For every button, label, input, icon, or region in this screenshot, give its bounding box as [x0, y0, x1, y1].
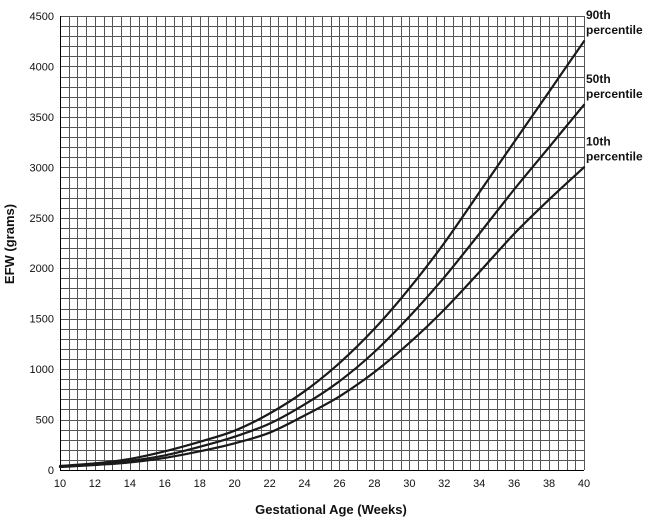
x-tick-label: 20 [229, 478, 241, 490]
y-axis-title: EFW (grams) [2, 204, 17, 284]
y-tick-label: 3000 [30, 162, 54, 174]
x-tick-label: 24 [298, 478, 310, 490]
series-line-p90 [58, 40, 586, 468]
y-tick-label: 2000 [30, 263, 54, 275]
y-tick-label: 4500 [30, 11, 54, 23]
axis-layer: 10 12 14 16 18 20 22 24 26 28 30 32 34 36 38 40 0 500 1000… [30, 11, 591, 490]
x-tick-label: 28 [368, 478, 380, 490]
x-tick-label: 30 [403, 478, 415, 490]
x-tick-label: 14 [124, 478, 136, 490]
x-tick-label: 40 [578, 478, 590, 490]
x-tick-label: 12 [89, 478, 101, 490]
grid-layer [60, 16, 585, 471]
series-label-p50: 50th [586, 72, 611, 86]
series-label-p50: percentile [586, 87, 643, 101]
x-tick-label: 16 [159, 478, 171, 490]
x-tick-label: 10 [54, 478, 66, 490]
y-tick-label: 0 [48, 465, 54, 477]
x-tick-label: 26 [333, 478, 345, 490]
series-label-p90: 90th [586, 8, 611, 22]
x-tick-label: 36 [508, 478, 520, 490]
x-axis-title: Gestational Age (Weeks) [255, 502, 407, 517]
y-tick-label: 1000 [30, 364, 54, 376]
series-label-p10: 10th [586, 134, 611, 148]
y-tick-label: 2500 [30, 213, 54, 225]
y-tick-label: 3500 [30, 112, 54, 124]
y-tick-label: 4000 [30, 61, 54, 73]
label-layer: 90thpercentile50thpercentile10thpercenti… [586, 8, 643, 163]
series-label-p10: percentile [586, 149, 643, 163]
series-label-p90: percentile [586, 23, 643, 37]
x-tick-label: 34 [473, 478, 485, 490]
series-line-p10 [58, 166, 586, 469]
series-line-p50 [58, 103, 586, 468]
x-tick-label: 22 [263, 478, 275, 490]
series-layer [58, 40, 586, 469]
y-tick-label: 1500 [30, 314, 54, 326]
x-tick-label: 32 [438, 478, 450, 490]
x-tick-label: 18 [194, 478, 206, 490]
y-tick-label: 500 [36, 415, 54, 427]
x-tick-label: 38 [543, 478, 555, 490]
